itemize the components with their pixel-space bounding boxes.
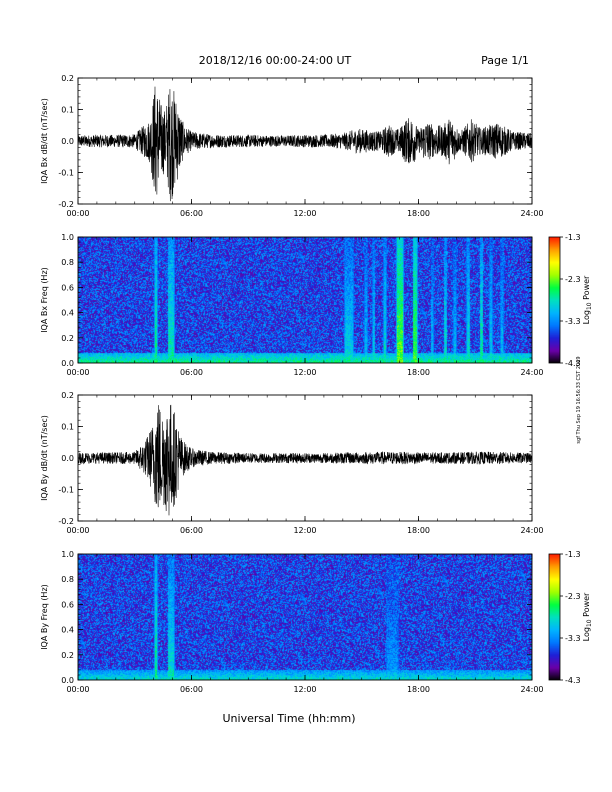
x-tick-label-0-3: 18:00 xyxy=(407,209,430,218)
y-tick-label-0-2: 0.0 xyxy=(61,137,74,146)
y-tick-label-3-0: 1.0 xyxy=(61,550,74,559)
x-tick-label-0-0: 00:00 xyxy=(66,209,89,218)
colorbar-tick-label-3-1: -2.3 xyxy=(565,592,581,601)
colorbar-tick-label-3-2: -3.3 xyxy=(565,634,581,643)
y-tick-label-3-5: 0.0 xyxy=(61,676,74,685)
y-tick-label-3-4: 0.2 xyxy=(61,651,74,660)
x-tick-label-1-1: 06:00 xyxy=(180,368,203,377)
colorbar-gradient-1 xyxy=(549,237,560,363)
colorbar-tick-label-3-3: -4.3 xyxy=(565,676,581,685)
y-tick-label-2-2: 0.0 xyxy=(61,454,74,463)
x-tick-label-2-2: 12:00 xyxy=(293,526,316,535)
x-tick-label-2-1: 06:00 xyxy=(180,526,203,535)
colorbar-tick-label-1-0: -1.3 xyxy=(565,233,581,242)
page-indicator: Page 1/1 xyxy=(481,54,529,67)
panels-group: 0.20.10.0-0.1-0.200:00 06:00 12:00 18:00 24:… xyxy=(40,74,593,694)
colorbar-frame-1 xyxy=(548,236,561,364)
y-tick-label-0-3: -0.1 xyxy=(58,169,74,178)
y-tick-label-2-4: -0.2 xyxy=(58,517,74,526)
y-tick-label-3-1: 0.8 xyxy=(61,575,74,584)
x-tick-label-0-4: 24:00 xyxy=(520,209,543,218)
y-tick-label-3-3: 0.4 xyxy=(61,626,74,635)
x-axis-title: Universal Time (hh:mm) xyxy=(223,712,356,725)
y-tick-label-3-2: 0.6 xyxy=(61,600,74,609)
x-tick-label-1-3: 18:00 xyxy=(407,368,430,377)
x-tick-label-2-0: 00:00 xyxy=(66,526,89,535)
colorbar-label-1: Log10 Power xyxy=(582,275,593,324)
x-tick-label-3-4: 24:00 xyxy=(520,685,543,694)
colorbar-tick-label-1-3: -4.3 xyxy=(565,359,581,368)
trace-line-2 xyxy=(77,404,533,516)
y-tick-label-1-2: 0.6 xyxy=(61,283,74,292)
trace-line-0 xyxy=(77,86,533,202)
y-tick-label-2-0: 0.2 xyxy=(61,391,74,400)
y-axis-label-3: IQA By Freq (Hz) xyxy=(40,584,49,650)
x-tick-label-1-2: 12:00 xyxy=(293,368,316,377)
x-tick-label-1-4: 24:00 xyxy=(520,368,543,377)
colorbar-label-3: Log10 Power xyxy=(582,592,593,641)
colorbar-tick-label-3-0: -1.3 xyxy=(565,550,581,559)
x-tick-label-3-3: 18:00 xyxy=(407,685,430,694)
y-tick-label-2-1: 0.1 xyxy=(61,423,74,432)
y-axis-label-1: IQA Bx Freq (Hz) xyxy=(40,267,49,333)
x-tick-label-3-2: 12:00 xyxy=(293,685,316,694)
x-tick-label-0-2: 12:00 xyxy=(293,209,316,218)
y-tick-label-1-1: 0.8 xyxy=(61,258,74,267)
colorbar-tick-label-1-1: -2.3 xyxy=(565,275,581,284)
y-tick-label-0-1: 0.1 xyxy=(61,106,74,115)
spectrogram-image-1 xyxy=(78,237,532,363)
y-axis-label-0: IQA Bx dB/dt (nT/sec) xyxy=(40,98,49,184)
y-tick-label-0-4: -0.2 xyxy=(58,200,74,209)
x-tick-label-3-0: 00:00 xyxy=(66,685,89,694)
y-tick-label-0-0: 0.2 xyxy=(61,74,74,83)
figure-title: 2018/12/16 00:00-24:00 UT xyxy=(199,54,352,67)
x-tick-label-2-3: 18:00 xyxy=(407,526,430,535)
y-tick-label-1-4: 0.2 xyxy=(61,334,74,343)
colorbar-frame-3 xyxy=(548,553,561,681)
x-tick-label-3-1: 06:00 xyxy=(180,685,203,694)
y-tick-label-1-0: 1.0 xyxy=(61,233,74,242)
x-tick-label-1-0: 00:00 xyxy=(66,368,89,377)
x-tick-label-0-1: 06:00 xyxy=(180,209,203,218)
x-tick-label-2-4: 24:00 xyxy=(520,526,543,535)
y-axis-label-2: IQA By dB/dt (nT/sec) xyxy=(40,415,49,501)
colorbar-tick-label-1-2: -3.3 xyxy=(565,317,581,326)
y-tick-label-1-3: 0.4 xyxy=(61,309,74,318)
colorbar-gradient-3 xyxy=(549,554,560,680)
y-tick-label-2-3: -0.1 xyxy=(58,486,74,495)
side-note: sgf Thu Sep 19 16:56:33 CST 2019 xyxy=(576,356,582,443)
spectrogram-image-3 xyxy=(78,554,532,680)
y-tick-label-1-5: 0.0 xyxy=(61,359,74,368)
